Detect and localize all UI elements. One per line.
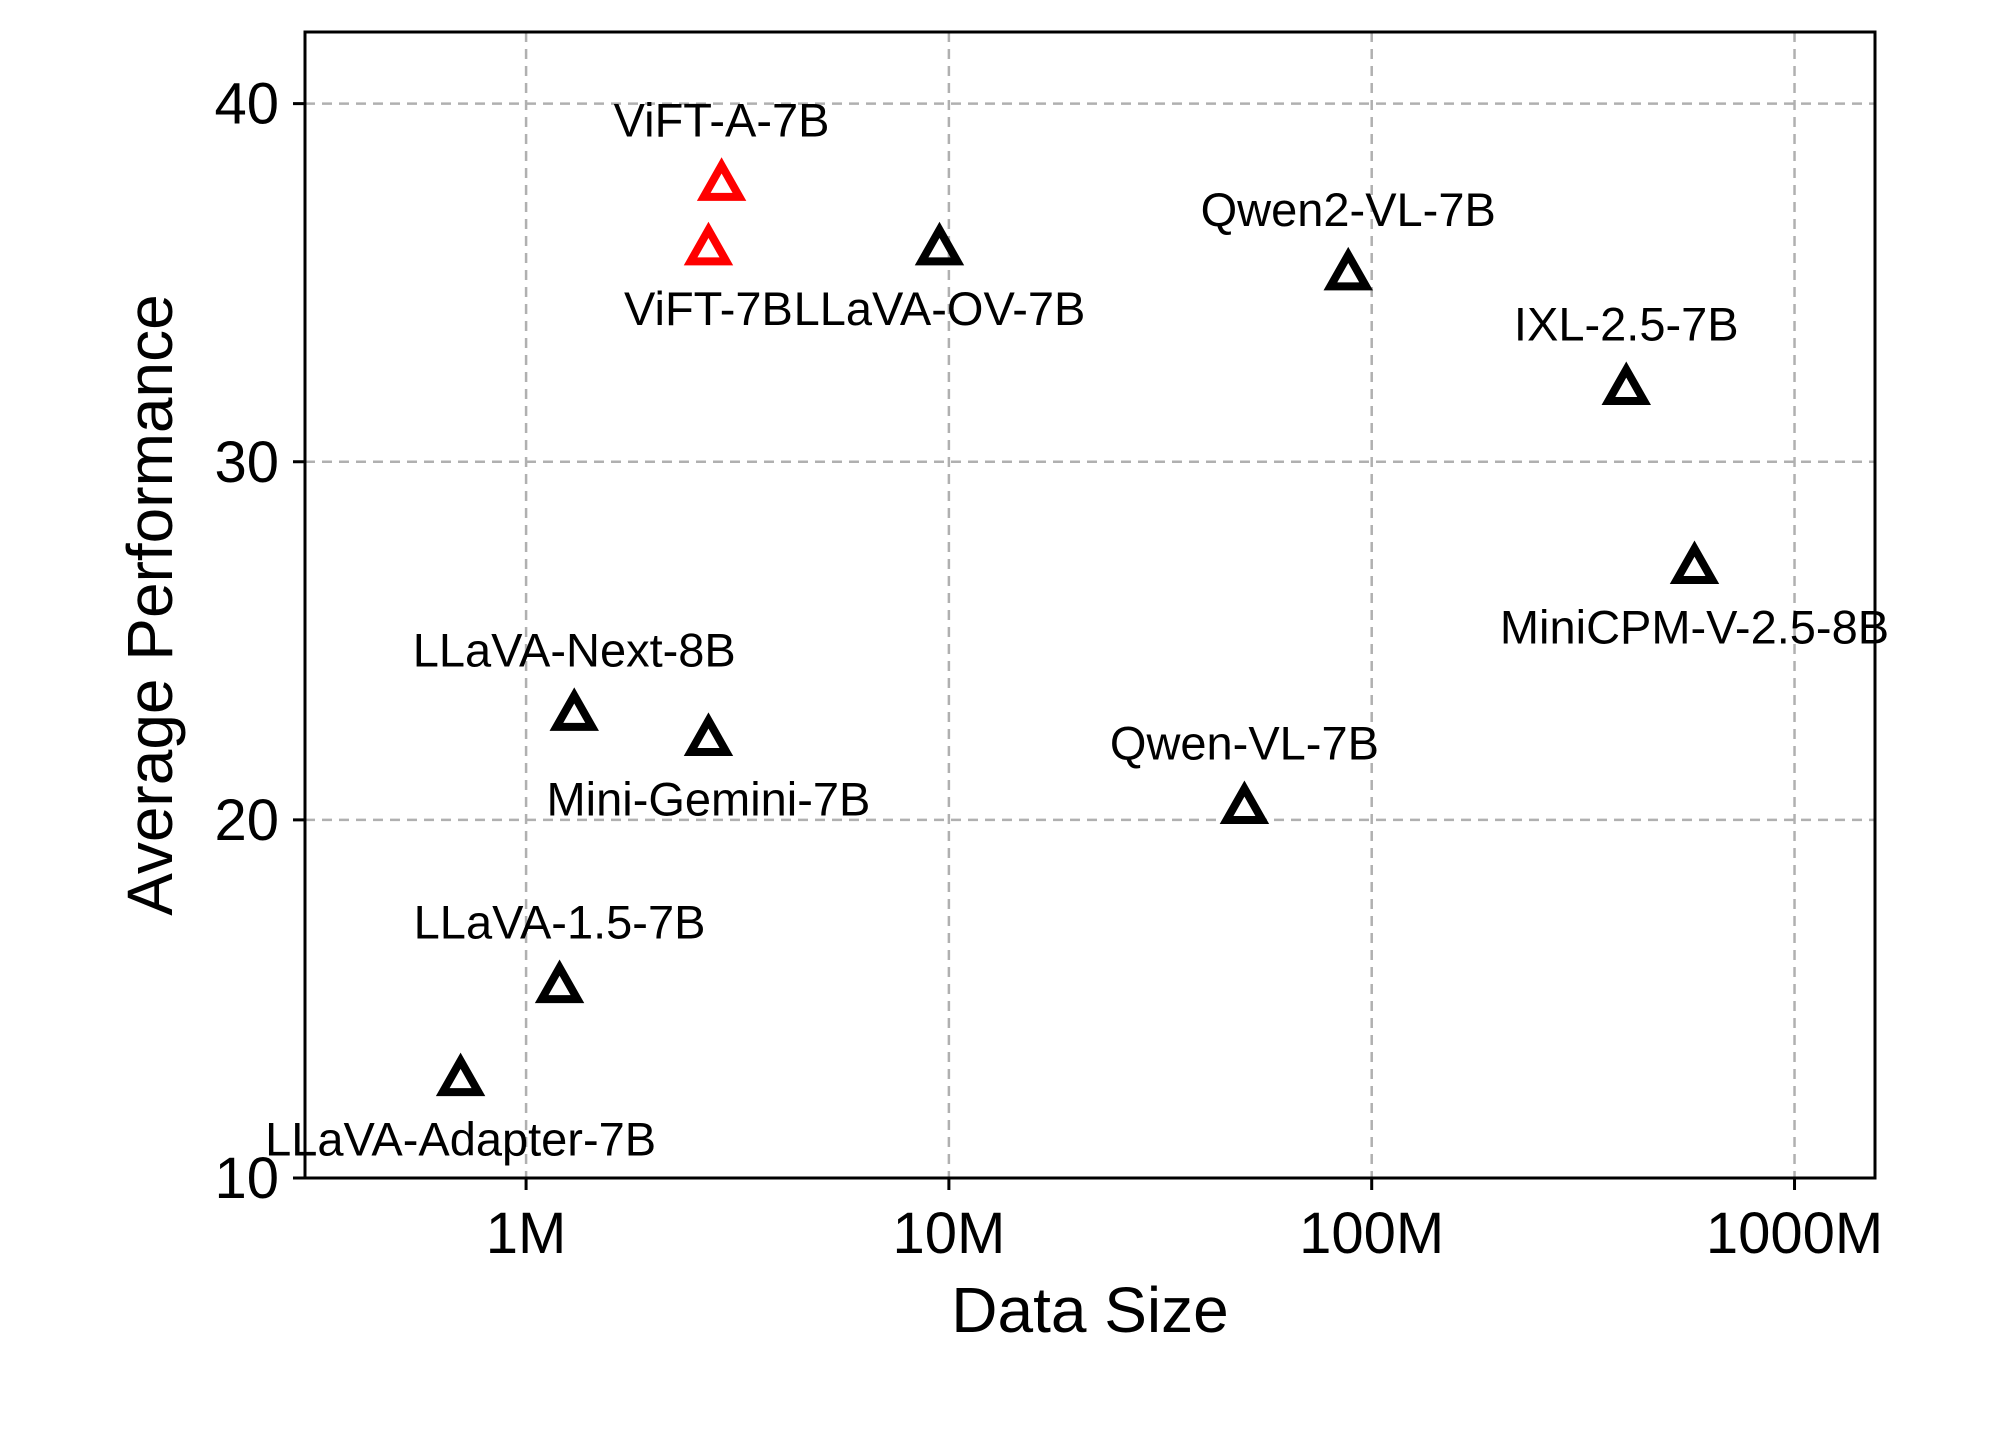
- point-label: Mini-Gemini-7B: [547, 773, 871, 826]
- scatter-point: [534, 959, 585, 1004]
- scatter-point: [1219, 780, 1270, 824]
- scatter-point: [549, 687, 599, 731]
- x-tick-label: 10M: [892, 1201, 1005, 1266]
- point-label: IXL-2.5-7B: [1514, 298, 1739, 351]
- label-layer: ViFT-A-7B ViFT-7B LLaVA-OV-7B Qwen2-VL-7B IX…: [265, 93, 1889, 1165]
- scatter-point: [683, 221, 734, 266]
- point-label: ViFT-7B: [624, 282, 793, 335]
- plot-frame: [303, 30, 1877, 1180]
- point-label: LLaVA-1.5-7B: [414, 896, 706, 949]
- point-label: Qwen-VL-7B: [1110, 717, 1379, 770]
- y-tick-label: 30: [214, 430, 279, 495]
- tick-layer: 1M 10M 100M 1000M 10 20 30 40: [214, 72, 1883, 1266]
- point-label: Qwen2-VL-7B: [1201, 183, 1496, 236]
- scatter-point: [1601, 361, 1651, 405]
- point-label: MiniCPM-V-2.5-8B: [1500, 601, 1889, 654]
- point-label: LLaVA-Next-8B: [413, 623, 736, 676]
- scatter-point: [683, 712, 734, 756]
- scatter-point: [696, 157, 747, 201]
- x-axis-label: Data Size: [951, 1274, 1228, 1346]
- x-tick-label: 1000M: [1706, 1201, 1883, 1266]
- x-tick-label: 100M: [1299, 1201, 1444, 1266]
- y-axis-label: Average Performance: [114, 294, 186, 915]
- scatter-point: [1323, 246, 1373, 291]
- scatter-point: [1669, 540, 1720, 585]
- scatter-point: [914, 221, 965, 266]
- y-tick-label: 40: [214, 72, 279, 137]
- point-label: ViFT-A-7B: [614, 93, 830, 146]
- scatter-point: [435, 1052, 486, 1097]
- y-tick-label: 10: [214, 1146, 279, 1211]
- y-tick-label: 20: [214, 788, 279, 853]
- point-label: LLaVA-OV-7B: [794, 282, 1086, 335]
- point-layer: [435, 157, 1720, 1097]
- point-label: LLaVA-Adapter-7B: [265, 1113, 656, 1166]
- x-tick-label: 1M: [486, 1201, 567, 1266]
